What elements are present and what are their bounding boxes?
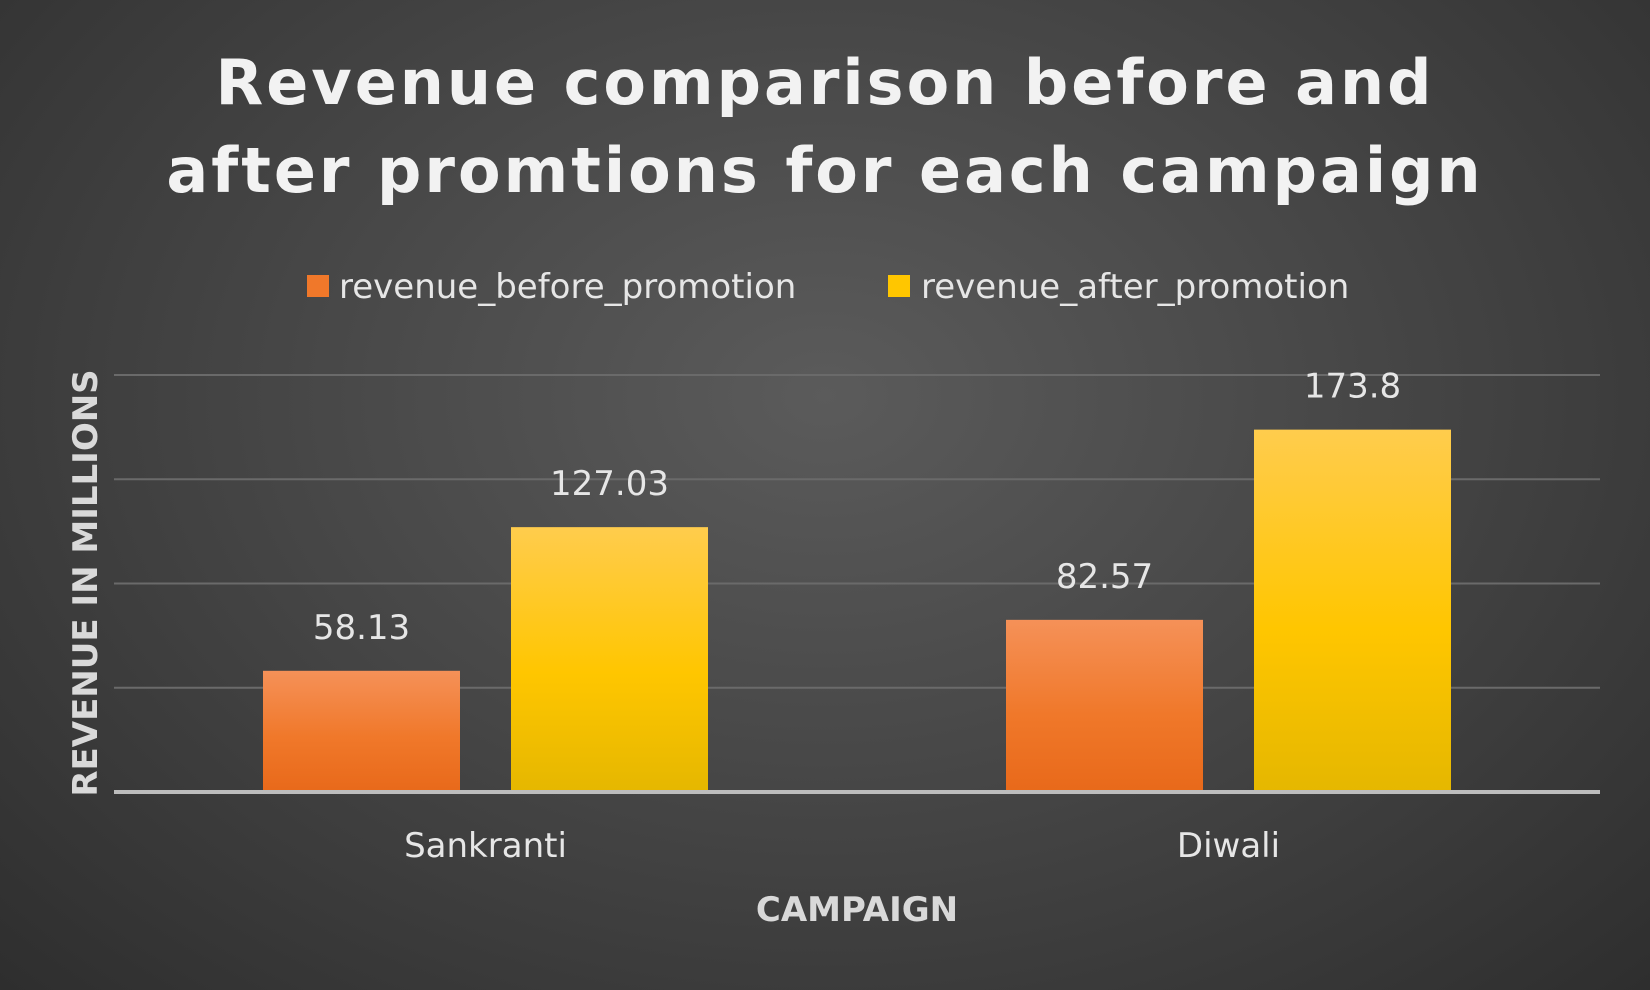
bar-diwali-revenue-after-promotion: [1254, 429, 1451, 792]
chart-title-line-1: Revenue comparison before and: [216, 46, 1435, 119]
legend-label-revenue-before: revenue_before_promotion: [339, 267, 796, 307]
legend: revenue_before_promotion revenue_after_p…: [307, 267, 1349, 307]
data-label-sankranti-revenue-before-promotion: 58.13: [313, 608, 410, 648]
y-axis-title: REVENUE IN MILLIONS: [66, 369, 106, 796]
x-tick-label-sankranti: Sankranti: [404, 826, 567, 866]
data-label-sankranti-revenue-after-promotion: 127.03: [550, 464, 669, 504]
bars: [263, 429, 1451, 792]
x-tick-label-diwali: Diwali: [1177, 826, 1280, 866]
x-axis-title: CAMPAIGN: [756, 890, 958, 930]
legend-swatch-revenue-before: [307, 275, 329, 297]
legend-swatch-revenue-after: [888, 275, 910, 297]
bar-sankranti-revenue-before-promotion: [263, 670, 460, 792]
data-labels: 58.13 127.03 82.57 173.8: [313, 367, 1401, 648]
data-label-diwali-revenue-before-promotion: 82.57: [1056, 557, 1153, 597]
legend-label-revenue-after: revenue_after_promotion: [921, 267, 1349, 307]
bar-sankranti-revenue-after-promotion: [511, 527, 708, 792]
chart-title-line-2: after promtions for each campaign: [166, 134, 1483, 207]
data-label-diwali-revenue-after-promotion: 173.8: [1304, 367, 1401, 407]
bar-diwali-revenue-before-promotion: [1006, 619, 1203, 792]
